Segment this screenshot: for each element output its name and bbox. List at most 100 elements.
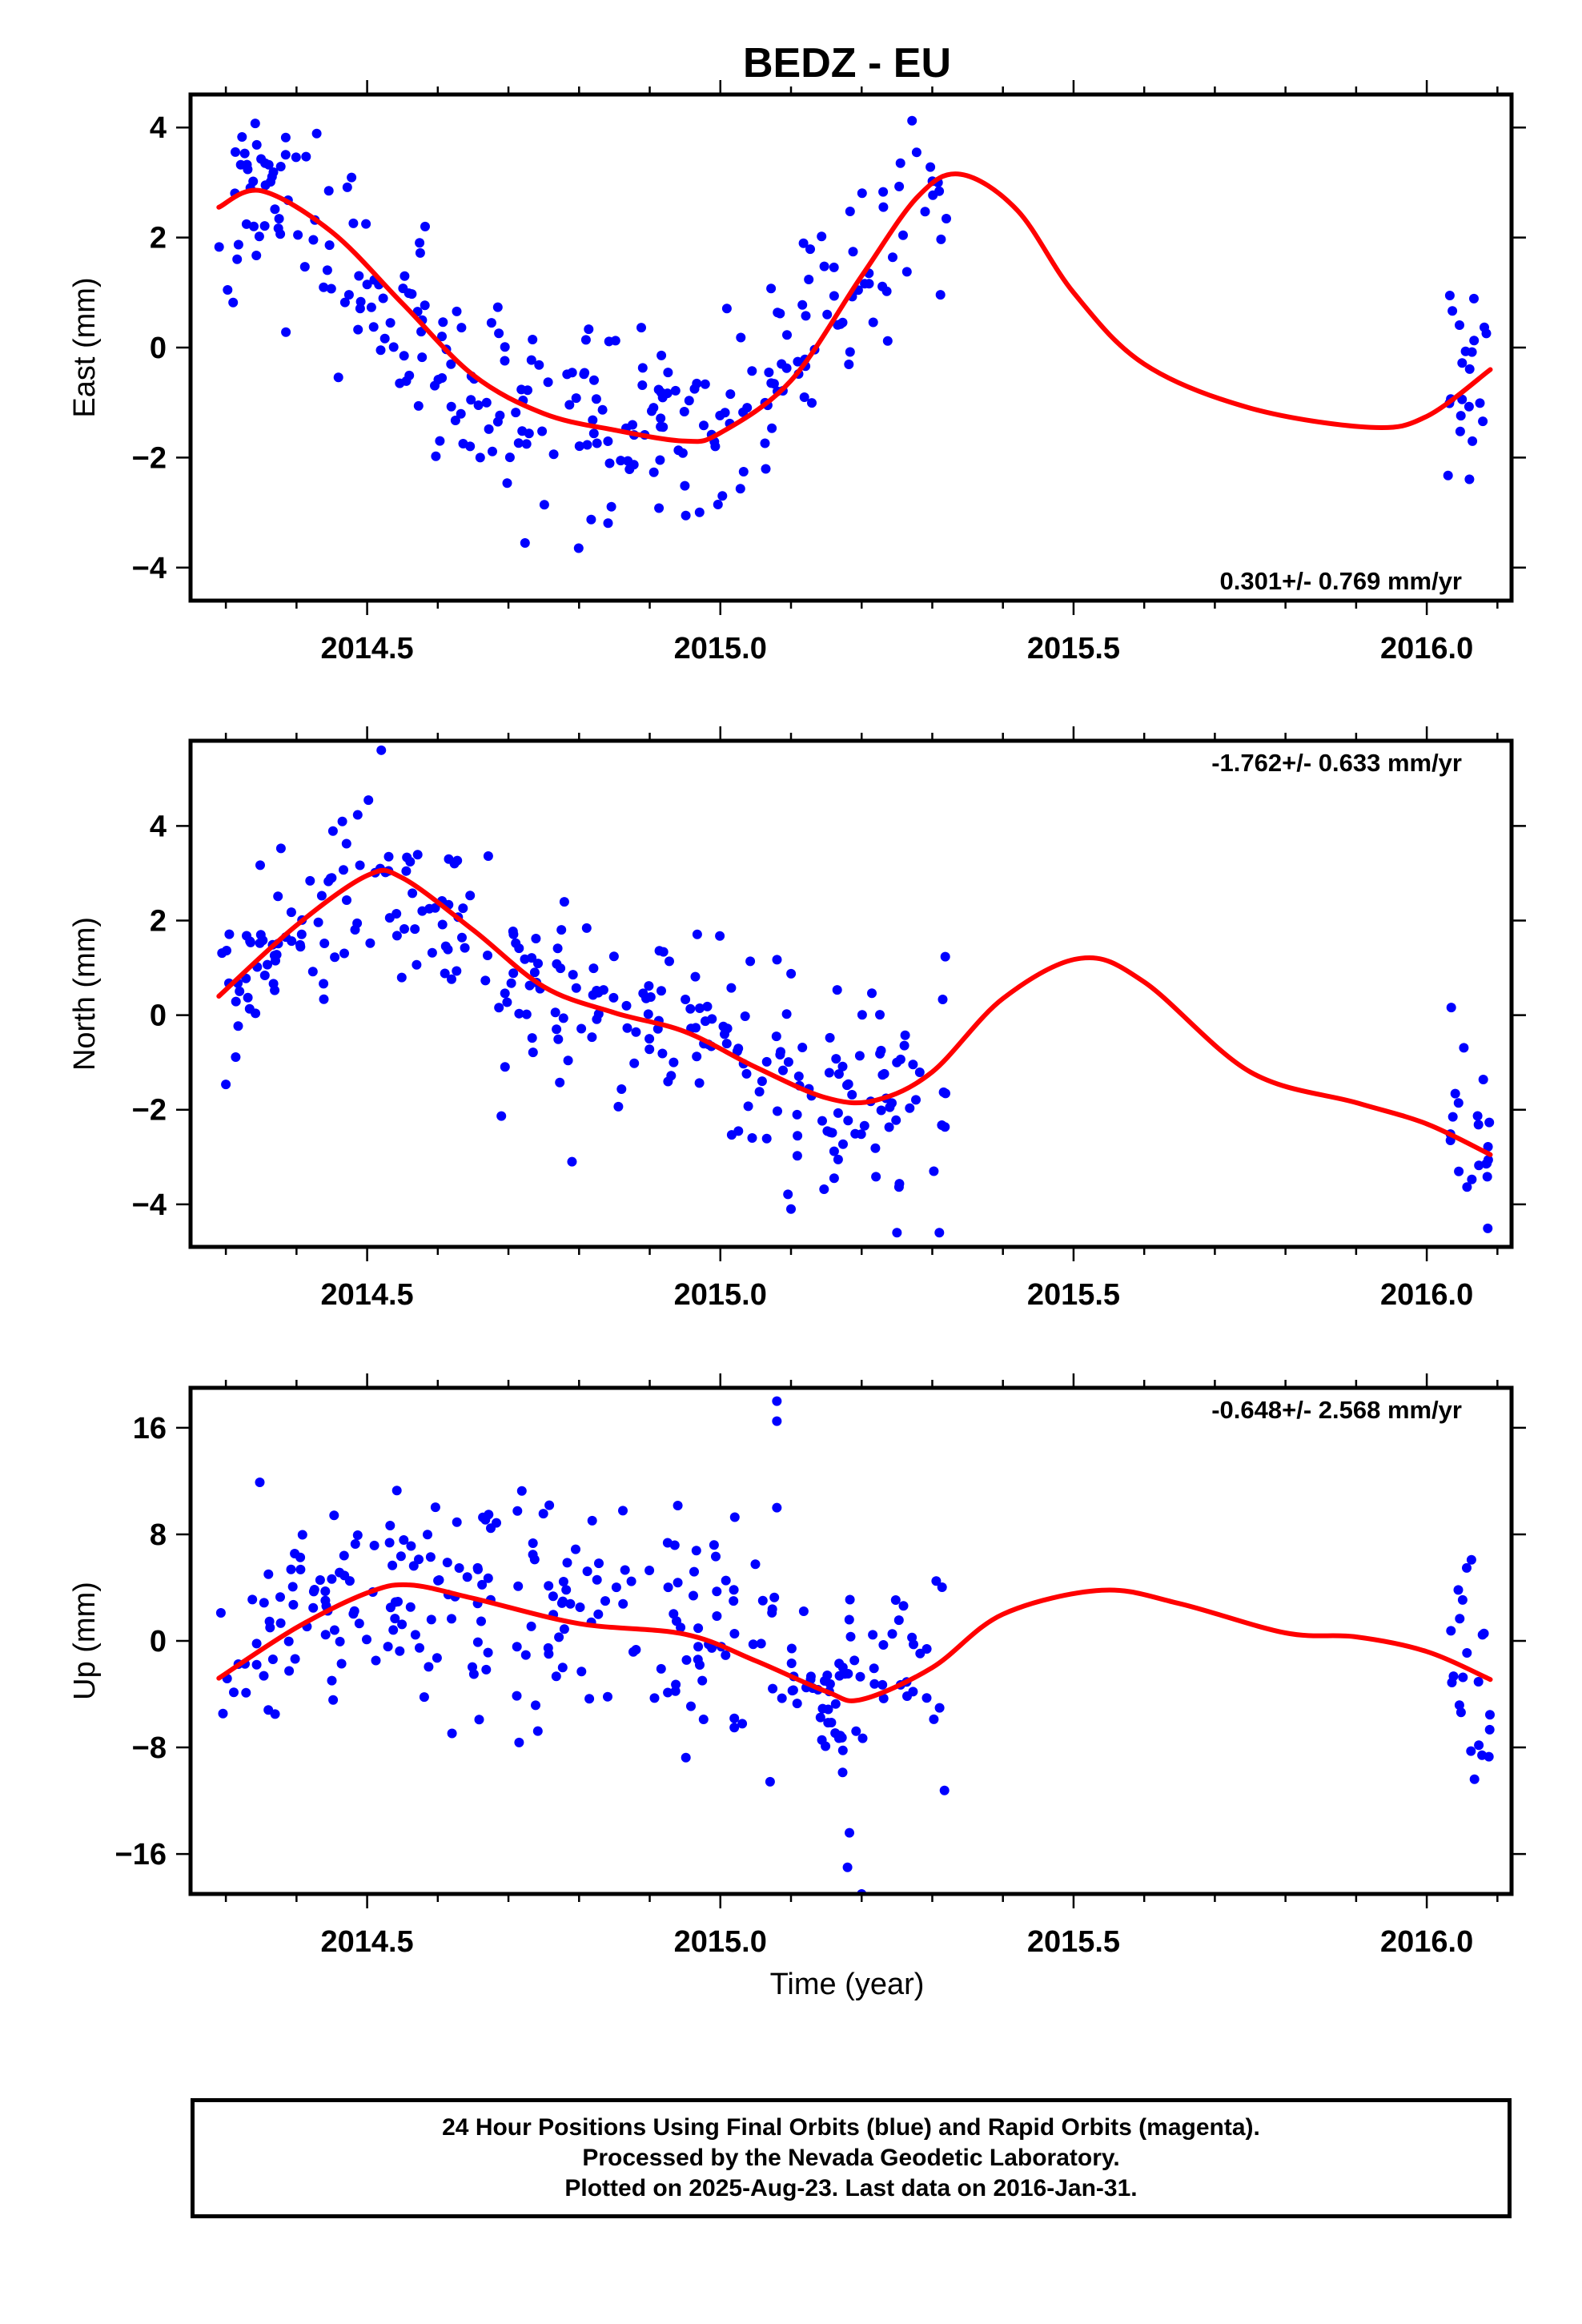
data-point [844, 360, 854, 369]
marks-north [216, 745, 1495, 1238]
data-point [296, 929, 307, 939]
data-point [476, 1616, 486, 1626]
data-point [511, 938, 521, 948]
data-point [1481, 1159, 1492, 1169]
data-point [275, 1592, 285, 1602]
data-point [390, 1614, 400, 1624]
data-point [496, 1111, 507, 1121]
y-tick-label: −4 [132, 552, 167, 585]
data-point [405, 1602, 416, 1612]
data-point [582, 1566, 592, 1577]
data-point [895, 1054, 905, 1064]
data-point [232, 254, 243, 264]
data-point [513, 1581, 524, 1591]
data-point [931, 1576, 942, 1586]
marks-east [214, 18, 1493, 553]
data-point [934, 1228, 945, 1238]
data-point [452, 966, 462, 976]
data-point [483, 951, 492, 960]
data-point [1467, 1174, 1477, 1184]
data-point [681, 1655, 692, 1665]
data-point [869, 1663, 879, 1674]
data-point [559, 897, 569, 907]
data-point [909, 1639, 918, 1650]
data-point [452, 855, 463, 866]
data-point [877, 1679, 888, 1690]
data-point [747, 366, 757, 376]
data-point [799, 392, 809, 402]
data-point [694, 1078, 705, 1088]
data-point [365, 938, 375, 948]
data-point [1462, 1562, 1472, 1573]
data-point [768, 1683, 778, 1694]
data-point [405, 857, 416, 866]
data-point [695, 1003, 705, 1013]
data-point [574, 441, 584, 452]
data-point [1454, 1166, 1464, 1176]
x-tick-label: 2014.5 [320, 1925, 413, 1959]
y-tick-label: −8 [132, 1731, 167, 1765]
data-point [233, 239, 243, 250]
data-point [281, 327, 291, 337]
data-point [435, 436, 445, 446]
data-point [1458, 1672, 1468, 1683]
x-tick-label: 2014.5 [320, 632, 413, 665]
data-point [533, 959, 543, 969]
data-point [833, 1154, 843, 1164]
data-point [899, 1040, 909, 1051]
data-point [764, 368, 774, 377]
data-point [691, 1546, 701, 1556]
data-point [442, 1558, 452, 1568]
data-point [669, 1540, 680, 1550]
data-point [936, 234, 946, 244]
footer-line-1: 24 Hour Positions Using Final Orbits (bl… [442, 2114, 1260, 2141]
y-axis-label: East (mm) [68, 277, 102, 417]
data-point [280, 150, 291, 160]
data-point [320, 1595, 331, 1606]
data-point [793, 1072, 804, 1081]
data-point [1457, 358, 1468, 368]
data-point [477, 1579, 488, 1590]
data-point [712, 1586, 722, 1597]
data-point [773, 308, 783, 318]
data-point [766, 283, 777, 294]
data-point [433, 1575, 444, 1586]
data-point [561, 1585, 572, 1595]
data-point [695, 1660, 705, 1670]
data-point [270, 204, 280, 215]
data-point [565, 1598, 576, 1609]
data-point [580, 368, 590, 378]
data-point [214, 242, 224, 252]
data-point [500, 988, 510, 999]
data-point [1455, 1614, 1465, 1624]
data-point [514, 1008, 524, 1019]
data-point [329, 1625, 339, 1635]
data-point [833, 1733, 844, 1743]
data-point [446, 359, 456, 369]
data-point [888, 252, 897, 263]
data-point [255, 18, 265, 28]
data-point [259, 971, 270, 980]
data-point [307, 967, 318, 977]
data-point [941, 1088, 950, 1099]
data-point [1447, 306, 1458, 316]
data-point [311, 128, 322, 139]
data-point [1479, 1628, 1489, 1638]
data-point [644, 1044, 655, 1055]
data-point [521, 1009, 532, 1019]
y-tick-label: −16 [115, 1838, 167, 1872]
data-point [555, 1077, 565, 1088]
data-point [251, 251, 262, 260]
data-point [313, 917, 323, 927]
data-point [699, 420, 709, 431]
data-point [255, 860, 265, 870]
data-point [520, 954, 530, 964]
data-point [766, 378, 777, 388]
data-point [878, 187, 889, 197]
data-point [829, 291, 839, 301]
data-point [686, 1701, 696, 1711]
data-point [592, 1574, 602, 1585]
data-point [352, 918, 363, 928]
data-point [333, 372, 343, 383]
data-point [875, 1048, 885, 1059]
